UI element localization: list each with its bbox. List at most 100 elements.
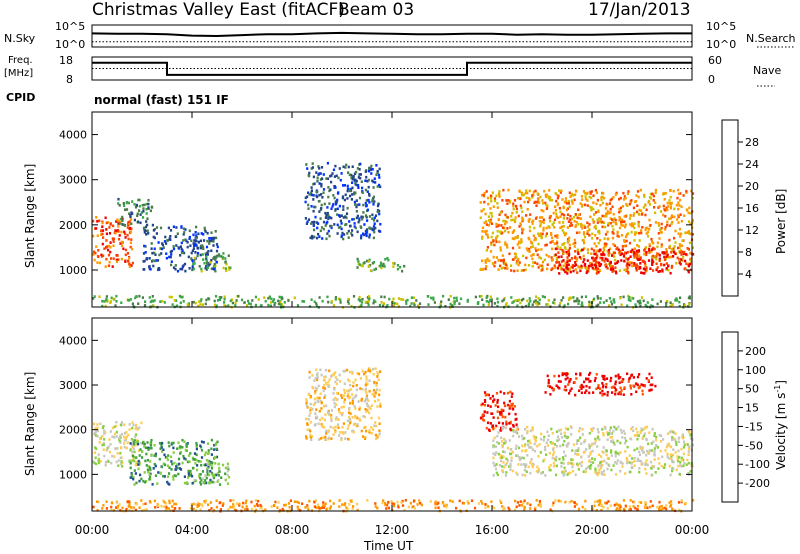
scatter-cell (644, 461, 647, 465)
scatter-cell (160, 444, 163, 447)
scatter-cell (579, 373, 582, 377)
scatter-cell (592, 461, 595, 464)
scatter-cell (120, 301, 123, 304)
scatter-cell (392, 304, 395, 307)
scatter-cell (580, 455, 583, 459)
scatter-cell (277, 299, 280, 303)
scatter-cell (268, 295, 271, 299)
scatter-cell (508, 252, 511, 256)
scatter-cell (481, 226, 485, 230)
scatter-cell (496, 230, 499, 233)
plot-title: Christmas Valley East (fitACF) (92, 0, 345, 20)
scatter-cell (649, 203, 652, 206)
scatter-cell (202, 247, 205, 251)
scatter-cell (193, 239, 196, 242)
scatter-cell (254, 295, 257, 299)
scatter-cell (603, 249, 606, 252)
scatter-cell (129, 218, 133, 221)
scatter-cell (501, 505, 504, 508)
scatter-cell (495, 451, 498, 454)
scatter-cell (671, 264, 674, 268)
scatter-cell (528, 197, 531, 200)
scatter-cell (327, 385, 330, 388)
scatter-cell (114, 432, 117, 436)
scatter-cell (540, 209, 543, 212)
scatter-cell (496, 401, 499, 404)
scatter-cell (119, 509, 122, 512)
scatter-cell (341, 412, 344, 415)
scatter-cell (154, 474, 158, 477)
scatter-cell (618, 219, 621, 222)
scatter-cell (615, 271, 618, 275)
scatter-cell (599, 460, 602, 464)
scatter-cell (668, 444, 671, 448)
scatter-cell (348, 503, 351, 506)
scatter-cell (167, 226, 170, 230)
scatter-cell (357, 372, 361, 376)
scatter-cell (336, 232, 339, 235)
scatter-cell (513, 237, 516, 241)
scatter-cell (153, 247, 156, 251)
scatter-cell (527, 247, 531, 251)
scatter-cell (492, 399, 495, 403)
scatter-cell (96, 500, 99, 503)
scatter-cell (496, 398, 499, 402)
scatter-cell (123, 446, 126, 449)
scatter-cell (439, 304, 442, 308)
scatter-cell (665, 248, 668, 251)
scatter-cell (194, 503, 197, 506)
scatter-cell (599, 301, 602, 304)
scatter-cell (371, 198, 374, 202)
scatter-cell (619, 296, 622, 300)
scatter-cell (361, 191, 364, 194)
scatter-cell (325, 368, 328, 372)
scatter-cell (345, 163, 348, 167)
scatter-cell (616, 231, 619, 235)
scatter-cell (116, 254, 119, 257)
scatter-cell (312, 403, 315, 406)
scatter-cell (634, 506, 637, 510)
scatter-cell (329, 507, 332, 510)
scatter-cell (673, 207, 676, 211)
scatter-cell (483, 200, 486, 204)
scatter-cell (599, 217, 602, 221)
scatter-cell (160, 504, 163, 508)
scatter-cell (494, 426, 497, 430)
scatter-cell (532, 261, 535, 264)
scatter-cell (324, 413, 327, 416)
scatter-cell (561, 456, 565, 459)
scatter-cell (145, 480, 148, 483)
scatter-cell (374, 421, 377, 424)
scatter-cell (652, 241, 655, 245)
scatter-cell (496, 304, 499, 308)
scatter-cell (677, 188, 680, 192)
scatter-cell (179, 254, 182, 257)
scatter-cell (189, 452, 192, 455)
scatter-cell (623, 268, 626, 272)
scatter-cell (213, 262, 216, 266)
scatter-cell (588, 386, 591, 389)
scatter-cell (309, 436, 312, 439)
scatter-cell (664, 192, 667, 195)
scatter-cell (102, 443, 105, 447)
scatter-cell (678, 300, 681, 304)
scatter-cell (682, 452, 685, 456)
scatter-cell (608, 304, 611, 307)
scatter-cell (505, 457, 508, 461)
scatter-cell (614, 374, 617, 378)
scatter-cell (143, 445, 146, 448)
scatter-cell (337, 408, 340, 411)
scatter-cell (593, 252, 596, 256)
scatter-cell (379, 370, 382, 373)
scatter-cell (326, 206, 329, 209)
scatter-cell (535, 295, 538, 298)
scatter-cell (525, 247, 528, 250)
scatter-cell (180, 225, 183, 228)
scatter-cell (494, 404, 497, 407)
scatter-cell (494, 237, 498, 241)
scatter-cell (427, 303, 430, 306)
scatter-cell (368, 258, 371, 262)
scatter-cell (503, 401, 506, 405)
scatter-cell (565, 269, 568, 273)
scatter-cell (105, 500, 108, 503)
